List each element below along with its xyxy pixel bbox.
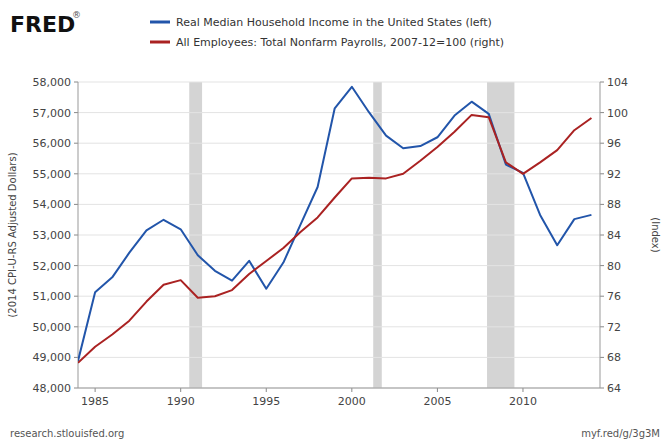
- y2-tick: [600, 173, 604, 174]
- y2-tick: [600, 235, 604, 236]
- series-line: [78, 115, 591, 363]
- grid-line: [78, 235, 600, 236]
- x-tick-label: 2005: [423, 395, 451, 408]
- y-tick-label: 56,000: [33, 137, 72, 150]
- y2-tick-label: 76: [607, 290, 621, 303]
- grid-line: [78, 326, 600, 327]
- grid-line: [78, 112, 600, 113]
- y2-tick-label: 64: [607, 382, 621, 395]
- x-tick-label: 1985: [81, 395, 109, 408]
- y-tick: [74, 235, 78, 236]
- y-tick: [74, 326, 78, 327]
- y-tick-label: 49,000: [33, 351, 72, 364]
- x-tick-label: 2000: [338, 395, 366, 408]
- y-tick: [74, 143, 78, 144]
- y2-tick: [600, 143, 604, 144]
- y-tick: [74, 265, 78, 266]
- y2-tick-label: 84: [607, 229, 621, 242]
- y2-tick: [600, 82, 604, 83]
- y-axis-line: [78, 82, 79, 388]
- legend-swatch: [150, 21, 170, 24]
- y2-tick-label: 92: [607, 168, 621, 181]
- legend: Real Median Household Income in the Unit…: [150, 16, 504, 49]
- y-tick: [74, 388, 78, 389]
- y2-tick: [600, 204, 604, 205]
- legend-label: All Employees: Total Nonfarm Payrolls, 2…: [176, 36, 504, 49]
- background: [0, 0, 670, 445]
- y2-tick: [600, 265, 604, 266]
- y2-tick: [600, 388, 604, 389]
- grid-line: [78, 204, 600, 205]
- grid-line: [78, 296, 600, 297]
- logo-mark: ®: [72, 10, 81, 20]
- y2-tick-label: 88: [607, 198, 621, 211]
- source-text: research.stlouisfed.org: [10, 428, 124, 439]
- x-tick: [437, 388, 438, 392]
- y-tick: [74, 296, 78, 297]
- series-line: [78, 87, 591, 361]
- y-tick-label: 53,000: [33, 229, 72, 242]
- x-axis-line: [78, 388, 600, 389]
- y-tick: [74, 112, 78, 113]
- legend-swatch: [150, 41, 170, 44]
- y2-tick-label: 80: [607, 260, 621, 273]
- chart: 48,000 49,000 50,000 51,000 52,000 53,000 54,0…: [0, 0, 670, 445]
- y-tick-label: 57,000: [33, 107, 72, 120]
- y-tick-label: 52,000: [33, 260, 72, 273]
- grid-line: [78, 388, 600, 389]
- y2-axis-line: [600, 82, 601, 388]
- x-tick: [180, 388, 181, 392]
- y-tick-label: 54,000: [33, 198, 72, 211]
- y2-tick: [600, 112, 604, 113]
- y2-tick-label: 96: [607, 137, 621, 150]
- x-tick: [95, 388, 96, 392]
- legend-label: Real Median Household Income in the Unit…: [176, 16, 492, 29]
- y-axis-label: (2014 CPI-U-RS Adjusted Dollars): [7, 152, 18, 317]
- x-tick-label: 2010: [509, 395, 537, 408]
- axes: 48,000 49,000 50,000 51,000 52,000 53,000 54,0…: [33, 76, 629, 408]
- x-tick-label: 1990: [167, 395, 195, 408]
- y2-tick-label: 104: [607, 76, 628, 89]
- y2-axis-label: (Index): [650, 217, 661, 252]
- x-tick: [266, 388, 267, 392]
- y-tick-label: 51,000: [33, 290, 72, 303]
- x-tick-label: 1995: [252, 395, 280, 408]
- y2-tick-label: 100: [607, 107, 628, 120]
- y-tick-label: 50,000: [33, 321, 72, 334]
- grid-line: [78, 265, 600, 266]
- y-tick-label: 55,000: [33, 168, 72, 181]
- y2-tick-label: 68: [607, 351, 621, 364]
- lines-group: [78, 87, 591, 363]
- grid-line: [78, 357, 600, 358]
- y-tick-label: 58,000: [33, 76, 72, 89]
- grid-line: [78, 82, 600, 83]
- y2-tick-label: 72: [607, 321, 621, 334]
- y-tick: [74, 173, 78, 174]
- grid-line: [78, 143, 600, 144]
- y2-tick: [600, 326, 604, 327]
- x-tick: [351, 388, 352, 392]
- y-tick: [74, 357, 78, 358]
- y-tick-label: 48,000: [33, 382, 72, 395]
- y-tick: [74, 82, 78, 83]
- x-tick: [522, 388, 523, 392]
- y-tick: [74, 204, 78, 205]
- reference-text: myf.red/g/3g3M: [581, 428, 660, 439]
- y2-tick: [600, 357, 604, 358]
- logo-text: FRED: [10, 12, 75, 37]
- y2-tick: [600, 296, 604, 297]
